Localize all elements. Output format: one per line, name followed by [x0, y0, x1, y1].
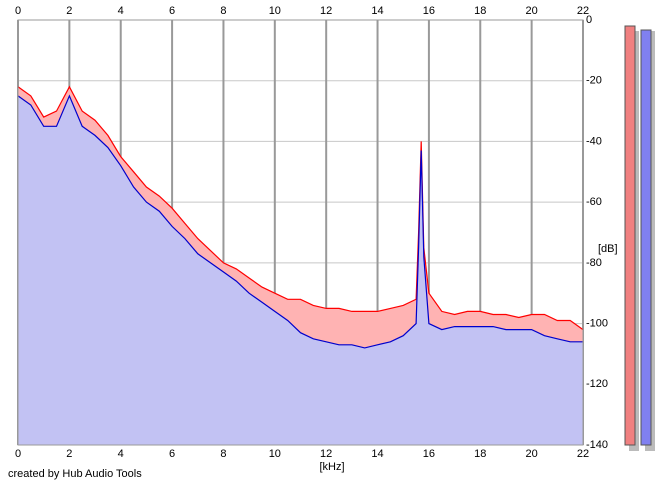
x-tick-label-top: 22 — [577, 5, 589, 17]
x-tick-label: 12 — [320, 448, 332, 460]
level-meter-blue — [640, 29, 652, 446]
x-tick-label-top: 18 — [474, 5, 486, 17]
plot-border — [17, 19, 584, 446]
y-tick-label: -80 — [586, 257, 602, 269]
x-tick-label: 10 — [269, 448, 281, 460]
y-tick-label: -20 — [586, 75, 602, 87]
y-tick-label: -120 — [586, 378, 608, 390]
y-tick-label: 0 — [586, 14, 592, 26]
x-tick-label-top: 20 — [526, 5, 538, 17]
x-tick-label: 16 — [423, 448, 435, 460]
x-tick-label: 4 — [118, 448, 124, 460]
x-tick-label: 14 — [371, 448, 383, 460]
y-tick-label: -140 — [586, 439, 608, 451]
x-tick-label-top: 8 — [220, 5, 226, 17]
x-tick-label-top: 6 — [169, 5, 175, 17]
x-axis-label: [kHz] — [319, 461, 344, 473]
x-tick-label: 20 — [526, 448, 538, 460]
x-tick-label-top: 2 — [66, 5, 72, 17]
plot: 002244668810101212141416161818202022220-… — [15, 5, 608, 460]
x-tick-label-top: 14 — [371, 5, 383, 17]
y-tick-label: -40 — [586, 135, 602, 147]
x-tick-label-top: 16 — [423, 5, 435, 17]
x-tick-label-top: 0 — [15, 5, 21, 17]
x-tick-label-top: 10 — [269, 5, 281, 17]
series-line — [17, 94, 583, 349]
series-area — [18, 95, 583, 446]
x-tick-label-top: 12 — [320, 5, 332, 17]
x-tick-label: 6 — [169, 448, 175, 460]
x-tick-label: 22 — [577, 448, 589, 460]
y-axis-label: [dB] — [598, 243, 618, 255]
series-line — [17, 85, 584, 331]
x-tick-label: 8 — [220, 448, 226, 460]
level-meter-red — [624, 25, 636, 446]
x-tick-label: 18 — [474, 448, 486, 460]
x-tick-label-top: 4 — [118, 5, 124, 17]
y-tick-label: -100 — [586, 317, 608, 329]
y-tick-label: -60 — [586, 196, 602, 208]
x-tick-label: 2 — [66, 448, 72, 460]
credit: created by Hub Audio Tools — [8, 468, 142, 480]
x-tick-label: 0 — [15, 448, 21, 460]
